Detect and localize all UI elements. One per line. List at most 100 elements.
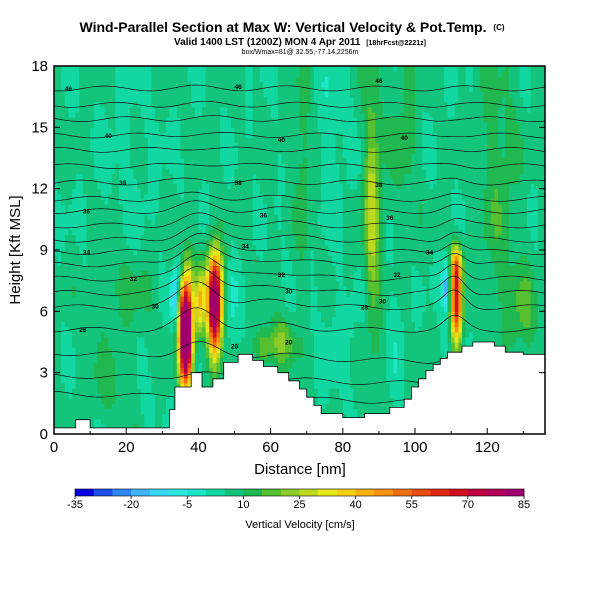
velocity-cell [216,86,221,93]
velocity-cell [122,296,127,302]
velocity-cell [93,122,98,128]
velocity-cell [285,76,290,82]
velocity-cell [68,423,73,430]
velocity-cell [72,132,77,139]
velocity-cell [115,347,120,353]
velocity-cell [267,326,272,333]
velocity-cell [234,101,239,108]
velocity-cell [259,301,264,307]
velocity-cell [212,250,218,256]
velocity-cell [100,362,106,369]
velocity-cell [227,96,232,103]
velocity-cell [173,76,178,82]
velocity-cell [241,234,246,241]
velocity-cell [118,71,124,77]
velocity-cell [155,372,160,379]
velocity-cell [79,71,84,77]
velocity-cell [158,280,163,287]
velocity-cell [133,290,138,297]
velocity-cell [202,270,207,277]
velocity-cell [122,408,127,415]
velocity-cell [151,275,156,282]
velocity-cell [72,219,77,226]
velocity-cell [259,311,264,318]
velocity-cell [169,336,174,343]
velocity-cell [176,178,181,185]
velocity-cell [115,413,120,420]
velocity-cell [176,76,181,82]
velocity-cell [79,311,84,318]
velocity-cell [263,96,268,103]
velocity-cell [133,280,138,287]
velocity-cell [263,250,268,256]
velocity-cell [64,290,70,297]
velocity-cell [100,352,106,358]
velocity-cell [140,265,145,272]
velocity-cell [64,331,70,338]
velocity-cell [126,163,131,169]
velocity-cell [245,331,250,338]
velocity-cell [205,270,210,277]
velocity-cell [82,127,88,134]
velocity-cell [212,96,218,103]
velocity-cell [79,234,84,241]
velocity-cell [263,336,268,343]
velocity-cell [216,306,221,312]
velocity-cell [111,229,116,236]
velocity-cell [111,377,116,384]
velocity-cell [137,423,142,430]
velocity-cell [90,321,95,328]
velocity-cell [165,219,171,226]
velocity-cell [97,178,102,185]
velocity-cell [140,290,145,297]
velocity-cell [140,398,145,404]
velocity-cell [270,86,275,93]
velocity-cell [220,224,225,231]
velocity-cell [61,91,66,98]
velocity-cell [151,285,156,292]
velocity-cell [133,96,138,103]
velocity-cell [118,255,124,261]
velocity-cell [212,71,218,77]
velocity-cell [198,147,203,154]
velocity-cell [115,423,120,430]
velocity-cell [137,209,142,215]
velocity-cell [64,239,70,246]
velocity-cell [277,326,283,333]
velocity-cell [180,204,185,210]
velocity-cell [155,239,160,246]
velocity-cell [227,152,232,159]
velocity-cell [238,321,243,328]
velocity-cell [133,311,138,318]
velocity-cell [288,255,293,261]
velocity-cell [144,163,149,169]
velocity-cell [72,260,77,266]
velocity-cell [288,342,293,348]
velocity-cell [299,250,304,256]
velocity-cell [295,76,301,82]
velocity-cell [274,106,279,113]
velocity-cell [281,158,286,164]
velocity-cell [137,265,142,272]
velocity-cell [259,163,264,169]
velocity-cell [144,101,149,108]
velocity-cell [165,352,171,358]
velocity-cell [82,357,88,364]
velocity-cell [86,352,91,358]
velocity-cell [111,418,116,425]
velocity-cell [295,362,301,369]
velocity-cell [158,106,163,113]
velocity-cell [209,326,214,333]
velocity-cell [79,357,84,364]
velocity-cell [176,106,181,113]
velocity-cell [155,413,160,420]
velocity-cell [277,81,283,88]
velocity-cell [303,331,308,338]
velocity-cell [144,188,149,195]
velocity-cell [295,71,301,77]
velocity-cell [151,316,156,323]
velocity-cell [61,137,66,144]
velocity-cell [82,290,88,297]
velocity-cell [129,372,135,379]
velocity-cell [248,106,254,113]
